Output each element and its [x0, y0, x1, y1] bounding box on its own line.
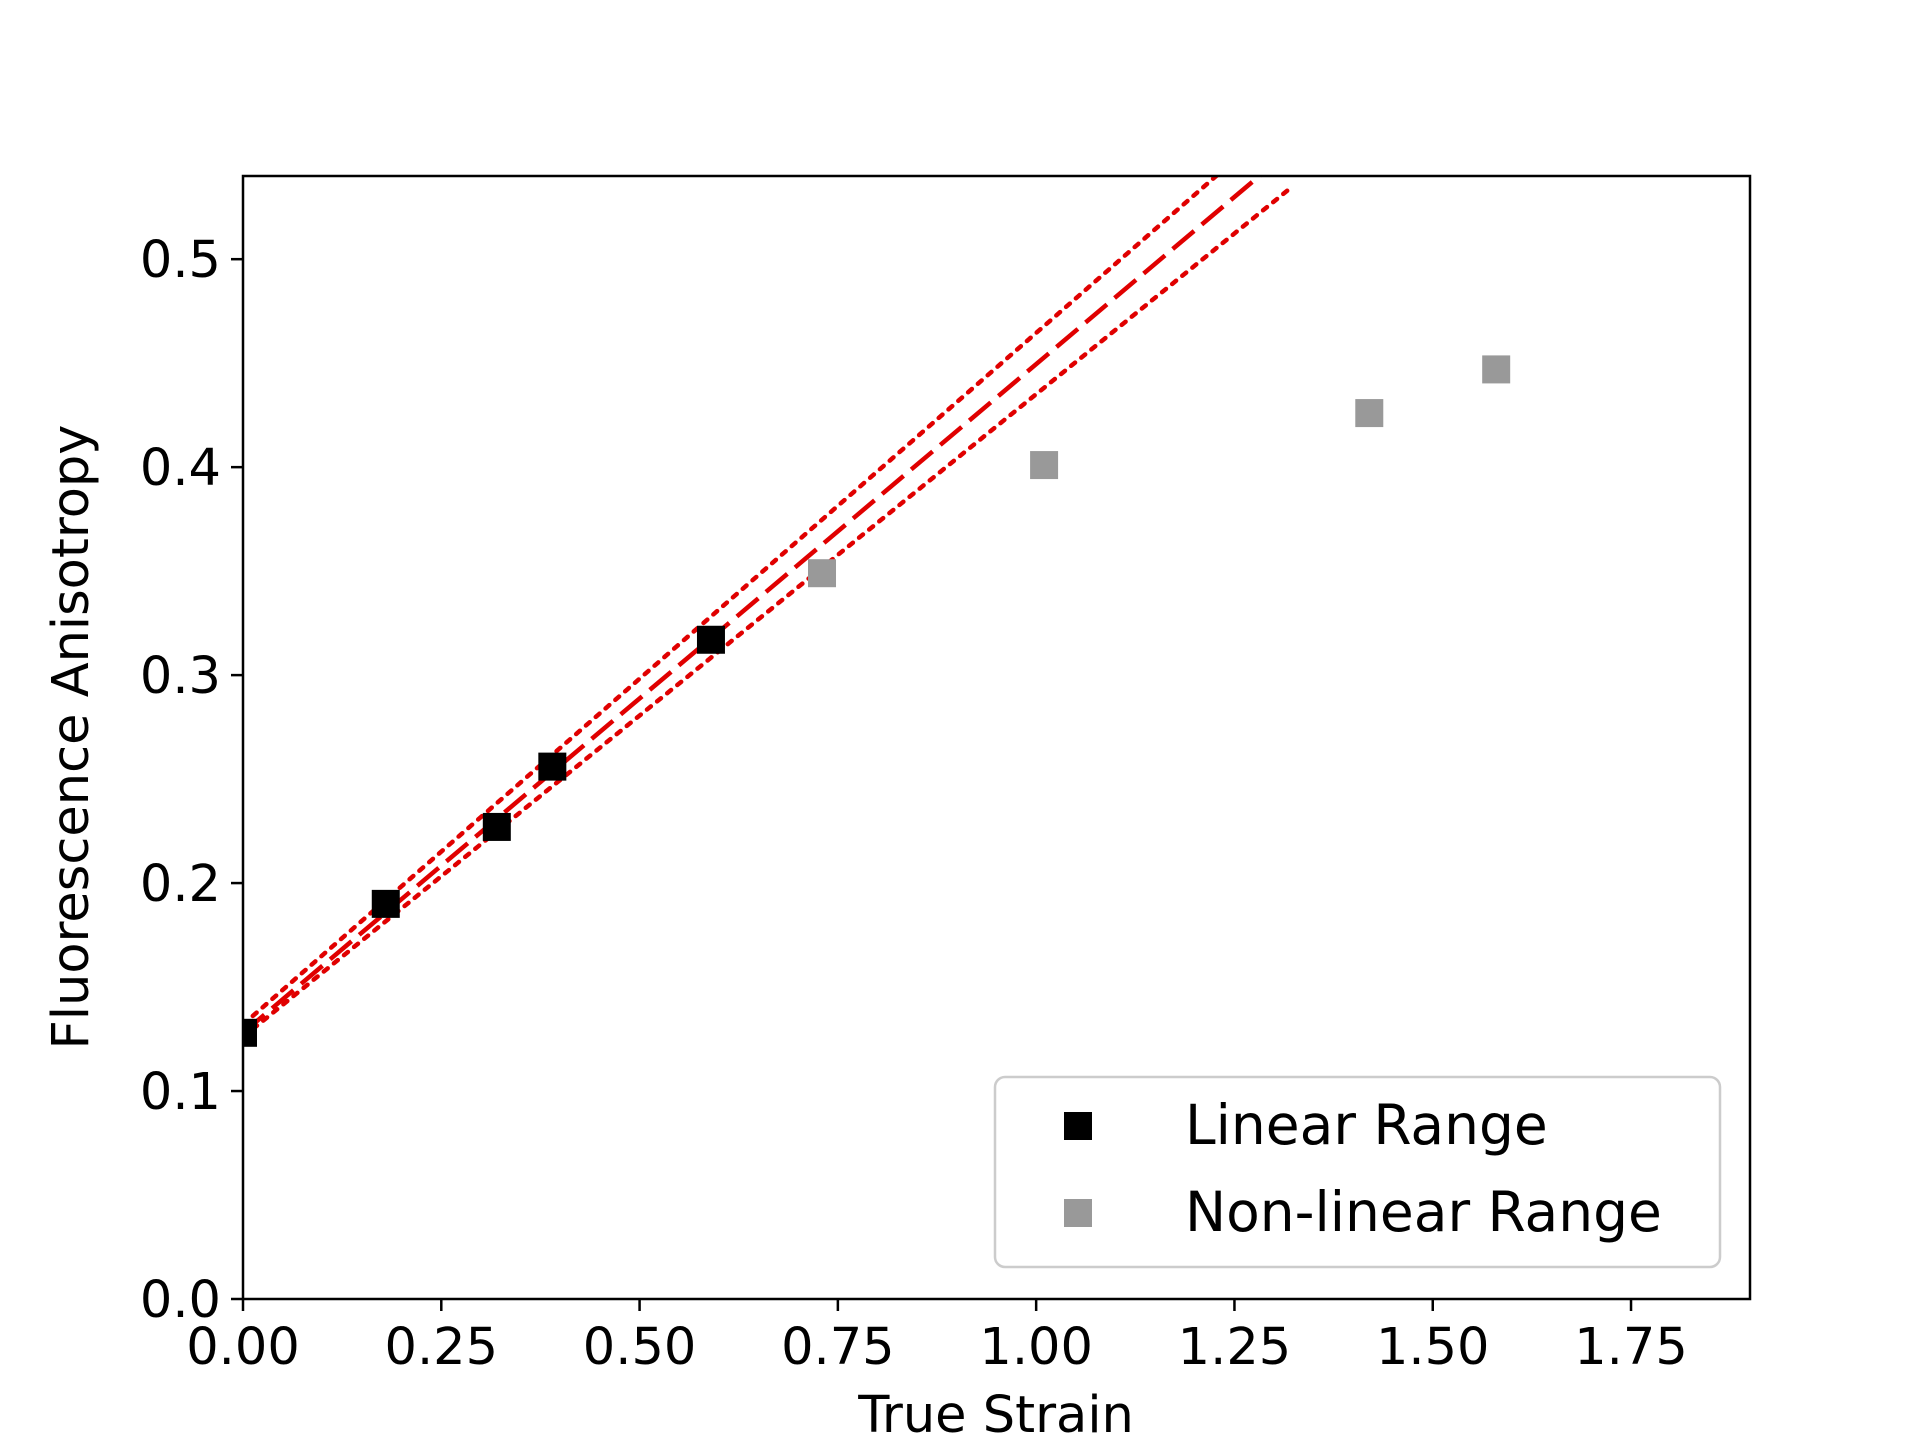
nonlinear-range-point	[808, 559, 837, 588]
data-points	[243, 355, 1511, 1047]
y-tick-label: 0.3	[140, 647, 221, 706]
x-tick-label: 1.00	[979, 1318, 1093, 1377]
y-tick-label: 0.2	[140, 855, 221, 914]
legend: Linear Range Non-linear Range	[993, 1075, 1722, 1269]
legend-label-nonlinear: Non-linear Range	[1185, 1180, 1662, 1244]
legend-box	[993, 1075, 1722, 1269]
x-axis-label: True Strain	[857, 1386, 1134, 1440]
y-tick-label: 0.4	[140, 439, 221, 498]
linear-range-point	[482, 812, 511, 841]
lower-bound-line	[243, 186, 1293, 1040]
upper-bound-line	[243, 176, 1220, 1027]
linear-range-point	[371, 889, 400, 918]
x-tick-label: 0.75	[781, 1318, 895, 1377]
y-tick-label: 0.1	[140, 1063, 221, 1122]
linear-range-point	[696, 625, 725, 654]
nonlinear-range-point	[1030, 451, 1059, 480]
y-axis-label: Fluorescence Anisotropy	[42, 425, 101, 1050]
legend-marker-linear	[1064, 1112, 1092, 1140]
linear-range-point	[243, 1018, 257, 1047]
legend-label-linear: Linear Range	[1185, 1093, 1548, 1157]
linear-range-point	[538, 752, 567, 781]
x-tick-label: 0.00	[186, 1318, 300, 1377]
x-tick-label: 0.25	[385, 1318, 499, 1377]
y-axis: 0.0 0.1 0.2 0.3 0.4 0.5	[140, 231, 243, 1330]
plot-frame	[241, 174, 1752, 1301]
fit-lines	[243, 176, 1293, 1040]
x-tick-label: 1.75	[1574, 1318, 1688, 1377]
fit-line	[243, 176, 1263, 1035]
nonlinear-range-point	[1355, 399, 1384, 428]
nonlinear-range-point	[1482, 355, 1511, 384]
legend-marker-nonlinear	[1064, 1199, 1092, 1227]
x-axis: 0.00 0.25 0.50 0.75 1.00 1.25 1.50 1.75	[186, 1299, 1688, 1377]
x-tick-label: 1.25	[1178, 1318, 1292, 1377]
x-tick-label: 0.50	[583, 1318, 697, 1377]
x-tick-label: 1.50	[1376, 1318, 1490, 1377]
y-tick-label: 0.5	[140, 231, 221, 290]
y-tick-label: 0.0	[140, 1271, 221, 1330]
